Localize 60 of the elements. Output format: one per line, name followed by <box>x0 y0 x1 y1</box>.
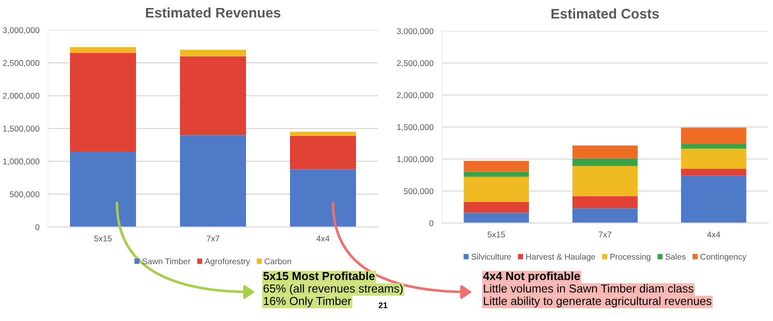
bar <box>290 136 356 170</box>
y-tick-label: 1,500,000 <box>397 124 434 132</box>
x-tick-label: 7x7 <box>598 232 612 238</box>
bar <box>70 47 136 53</box>
bar <box>464 176 529 202</box>
y-tick-label: 3,000,000 <box>396 28 434 36</box>
bar <box>180 56 246 136</box>
y-tick-label: 2,500,000 <box>3 60 40 67</box>
bar <box>681 168 746 176</box>
x-tick-label: 5x15 <box>488 232 506 238</box>
legend-label: Carbon <box>264 258 292 264</box>
bar <box>681 176 746 223</box>
y-tick-label: 2,000,000 <box>397 92 434 100</box>
legend-label: Contingency <box>700 254 746 262</box>
text: Little volumes in Sawn Timber diam class <box>484 284 694 293</box>
bar <box>180 135 246 227</box>
text: 65% (all revenues streams) <box>264 284 403 295</box>
legend-label: Processing <box>610 254 650 262</box>
bar <box>681 144 746 149</box>
bar <box>464 172 529 177</box>
y-tick-label: 1,000,000 <box>397 156 434 164</box>
y-tick-label: 1,000,000 <box>3 158 40 166</box>
legend-label: Agroforestry <box>204 258 250 266</box>
x-tick-label: 4x4 <box>316 236 330 242</box>
y-tick-label: 0 <box>429 220 434 226</box>
bar <box>572 166 638 196</box>
legend-label: Harvest & Haulage <box>526 254 596 262</box>
bar <box>464 212 529 223</box>
text: 5x15 Most Profitable <box>263 272 375 280</box>
bar <box>681 128 746 144</box>
y-tick-label: 1,500,000 <box>3 126 40 133</box>
y-tick-label: 2,500,000 <box>397 60 434 68</box>
y-tick-label: 2,000,000 <box>3 92 40 100</box>
bar <box>180 50 246 56</box>
y-tick-label: 500,000 <box>404 188 434 196</box>
bar <box>572 158 638 166</box>
y-tick-label: 500,000 <box>10 191 40 198</box>
legend-label: Sawn Timber <box>142 258 190 264</box>
bar <box>70 52 136 152</box>
bar <box>572 208 638 223</box>
bar <box>70 151 136 227</box>
text: Little ability to generate agricultural revenues <box>484 296 712 308</box>
bar <box>572 146 638 158</box>
y-tick-label: 0 <box>35 224 40 230</box>
text: 21 <box>378 302 388 308</box>
bar <box>572 196 638 208</box>
x-tick-label: 7x7 <box>206 236 220 242</box>
bar <box>464 202 529 213</box>
legend-label: Silviculture <box>471 254 512 260</box>
text: 4x4 Not profitable <box>483 272 580 282</box>
x-tick-label: 4x4 <box>707 232 720 238</box>
x-tick-label: 5x15 <box>94 236 112 242</box>
chart-title: Estimated Revenues <box>146 7 280 18</box>
bar <box>290 169 356 227</box>
bar <box>681 148 746 169</box>
bar <box>464 160 529 172</box>
text: 16% Only Timber <box>264 296 352 308</box>
chart-title: Estimated Costs <box>552 8 659 19</box>
y-tick-label: 3,000,000 <box>2 27 40 34</box>
legend-label: Sales <box>665 254 686 260</box>
